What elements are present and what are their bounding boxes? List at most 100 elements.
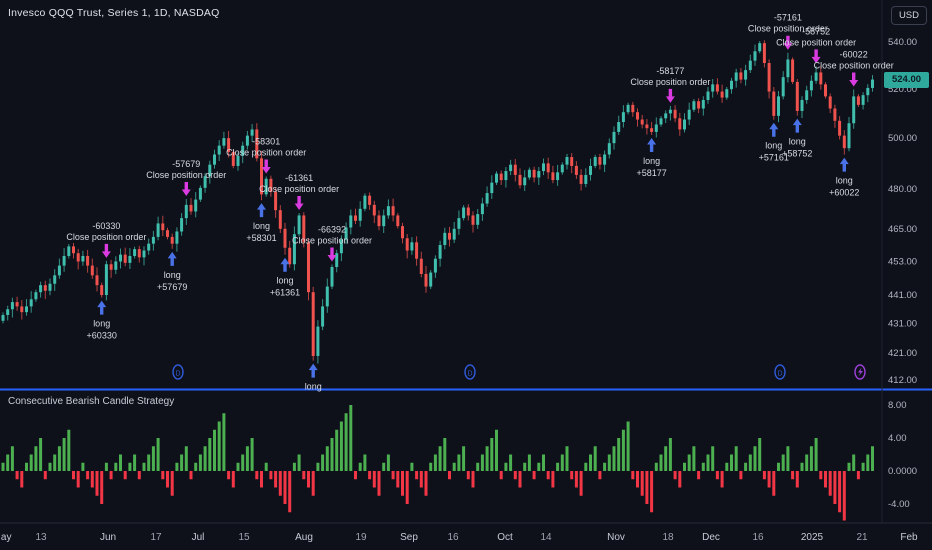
- histogram-bar[interactable]: [372, 471, 376, 488]
- candle-body[interactable]: [1, 315, 5, 321]
- candle-body[interactable]: [25, 306, 28, 313]
- histogram-bar[interactable]: [664, 446, 668, 471]
- candle-body[interactable]: [372, 204, 376, 216]
- histogram-bar[interactable]: [509, 454, 513, 472]
- candle-body[interactable]: [170, 236, 174, 244]
- histogram-bar[interactable]: [838, 471, 842, 513]
- histogram-bar[interactable]: [48, 462, 52, 471]
- histogram-bar[interactable]: [866, 454, 870, 472]
- candle-body[interactable]: [570, 157, 574, 166]
- histogram-bar[interactable]: [260, 471, 263, 488]
- histogram-bar[interactable]: [1, 462, 5, 471]
- histogram-bar[interactable]: [856, 471, 860, 480]
- candle-body[interactable]: [401, 226, 404, 239]
- histogram-bar[interactable]: [636, 471, 639, 488]
- histogram-bar[interactable]: [180, 454, 184, 472]
- histogram-bar[interactable]: [269, 471, 273, 480]
- histogram-bar[interactable]: [842, 471, 846, 521]
- histogram-bar[interactable]: [335, 429, 339, 471]
- candle-body[interactable]: [349, 215, 353, 228]
- candle-body[interactable]: [415, 242, 419, 259]
- histogram-bar[interactable]: [142, 462, 146, 471]
- candle-body[interactable]: [250, 129, 254, 136]
- candle-body[interactable]: [537, 171, 541, 178]
- candle-body[interactable]: [603, 154, 607, 165]
- histogram-bar[interactable]: [504, 462, 508, 471]
- histogram-bar[interactable]: [452, 462, 456, 471]
- candle-body[interactable]: [593, 157, 597, 166]
- histogram-bar[interactable]: [607, 454, 611, 472]
- candle-body[interactable]: [560, 164, 564, 173]
- histogram-bar[interactable]: [208, 438, 212, 471]
- candle-body[interactable]: [513, 164, 517, 175]
- candle-body[interactable]: [147, 243, 151, 251]
- candle-body[interactable]: [847, 123, 851, 149]
- candle-body[interactable]: [438, 245, 442, 259]
- histogram-bar[interactable]: [523, 462, 527, 471]
- histogram-bar[interactable]: [542, 454, 545, 472]
- candle-body[interactable]: [391, 206, 395, 216]
- candle-body[interactable]: [476, 214, 480, 225]
- candle-body[interactable]: [311, 292, 315, 356]
- candle-body[interactable]: [368, 195, 372, 205]
- histogram-bar[interactable]: [565, 446, 569, 471]
- candle-body[interactable]: [809, 80, 813, 91]
- histogram-bar[interactable]: [419, 471, 423, 488]
- candle-body[interactable]: [621, 112, 625, 123]
- candle-body[interactable]: [382, 215, 386, 227]
- candle-body[interactable]: [650, 128, 654, 132]
- candle-body[interactable]: [377, 215, 381, 227]
- candle-body[interactable]: [6, 309, 10, 316]
- candle-body[interactable]: [791, 59, 795, 82]
- candle-body[interactable]: [546, 163, 550, 173]
- candle-body[interactable]: [119, 254, 122, 262]
- candle-body[interactable]: [104, 264, 108, 296]
- candle-body[interactable]: [598, 157, 602, 165]
- histogram-bar[interactable]: [485, 446, 489, 471]
- histogram-bar[interactable]: [396, 471, 400, 488]
- candle-body[interactable]: [363, 195, 367, 209]
- candle-body[interactable]: [640, 119, 644, 125]
- histogram-bar[interactable]: [560, 454, 564, 472]
- candle-body[interactable]: [109, 264, 113, 270]
- candle-body[interactable]: [142, 250, 146, 258]
- histogram-bar[interactable]: [128, 462, 132, 471]
- candle-body[interactable]: [81, 255, 85, 262]
- candle-body[interactable]: [20, 306, 24, 313]
- histogram-bar[interactable]: [758, 438, 762, 471]
- histogram-bar[interactable]: [612, 446, 616, 471]
- histogram-bar[interactable]: [683, 462, 686, 471]
- candle-body[interactable]: [278, 210, 282, 229]
- candle-body[interactable]: [184, 204, 188, 219]
- candle-body[interactable]: [175, 231, 179, 244]
- candle-body[interactable]: [283, 228, 287, 248]
- histogram-bar[interactable]: [650, 471, 654, 513]
- histogram-bar[interactable]: [532, 471, 536, 480]
- candle-body[interactable]: [720, 91, 724, 98]
- histogram-bar[interactable]: [363, 454, 367, 472]
- histogram-bar[interactable]: [288, 471, 292, 513]
- candle-body[interactable]: [424, 273, 428, 287]
- trade-long-marker[interactable]: long +60330: [87, 300, 117, 341]
- candle-body[interactable]: [856, 96, 860, 105]
- histogram-bar[interactable]: [697, 471, 701, 480]
- candle-body[interactable]: [29, 299, 33, 307]
- histogram-bar[interactable]: [382, 462, 386, 471]
- candle-body[interactable]: [330, 267, 334, 287]
- currency-button[interactable]: USD: [890, 6, 927, 25]
- histogram-bar[interactable]: [772, 471, 776, 496]
- histogram-bar[interactable]: [217, 421, 221, 472]
- histogram-bar[interactable]: [76, 471, 80, 488]
- candle-body[interactable]: [495, 173, 498, 183]
- histogram-bar[interactable]: [405, 471, 409, 504]
- candle-body[interactable]: [687, 109, 691, 120]
- candle-body[interactable]: [344, 227, 348, 240]
- histogram-bar[interactable]: [833, 471, 837, 504]
- candle-body[interactable]: [786, 59, 790, 78]
- histogram-bar[interactable]: [814, 438, 818, 471]
- histogram-bar[interactable]: [316, 462, 320, 471]
- histogram-bar[interactable]: [325, 446, 329, 471]
- candle-body[interactable]: [166, 230, 169, 237]
